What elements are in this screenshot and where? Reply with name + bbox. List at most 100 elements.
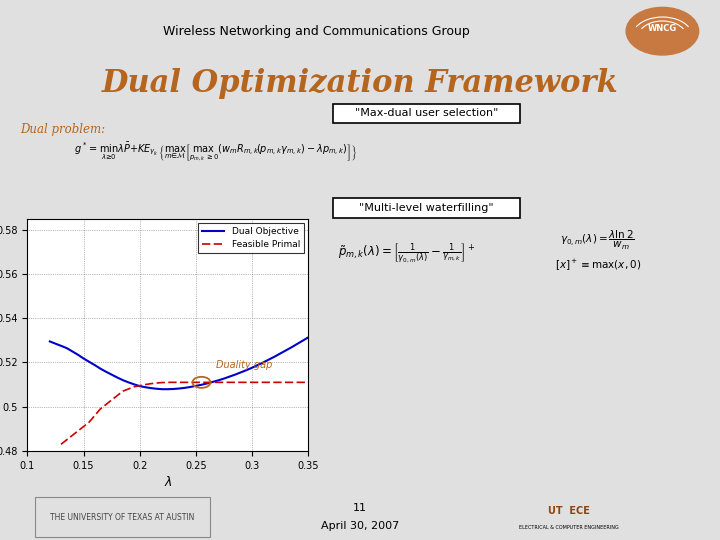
Dual Objective [113, 374, 122, 381]
Dual Objective [147, 385, 156, 392]
Feasible Primal [225, 379, 234, 386]
Feasible Primal [236, 379, 245, 386]
Text: $\gamma_{0,m}(\lambda) = \dfrac{\lambda \ln 2}{w_m}$: $\gamma_{0,m}(\lambda) = \dfrac{\lambda … [560, 229, 635, 252]
Feasible Primal [124, 386, 132, 392]
Dual Objective [107, 372, 116, 378]
Feasible Primal [276, 379, 284, 386]
Text: 11: 11 [353, 503, 367, 513]
Text: $\tilde{p}_{m,k}(\lambda) = \left[\frac{1}{\gamma_{0,m}(\lambda)} - \frac{1}{\ga: $\tilde{p}_{m,k}(\lambda) = \left[\frac{… [338, 242, 475, 266]
Dual Objective [169, 386, 178, 392]
Feasible Primal [130, 383, 138, 390]
Feasible Primal [96, 406, 104, 412]
Feasible Primal [186, 379, 194, 386]
Dual Objective [180, 384, 189, 391]
Feasible Primal [292, 379, 301, 386]
Dual Objective [141, 384, 150, 390]
X-axis label: λ: λ [164, 476, 171, 489]
Dual Objective [175, 386, 184, 392]
Text: "Max-dual user selection": "Max-dual user selection" [355, 109, 498, 118]
Feasible Primal [91, 412, 99, 418]
Dual Objective [152, 386, 161, 392]
Legend: Dual Objective, Feasible Primal: Dual Objective, Feasible Primal [198, 223, 304, 253]
Feasible Primal [141, 381, 150, 388]
Dual Objective [298, 338, 307, 344]
Text: "Multi-level waterfilling": "Multi-level waterfilling" [359, 203, 494, 213]
Dual Objective [96, 366, 104, 372]
Dual Objective [51, 340, 60, 347]
Feasible Primal [175, 379, 184, 386]
Feasible Primal [135, 382, 144, 389]
Text: WNCG: WNCG [648, 24, 677, 33]
Dual Objective [186, 384, 194, 390]
Dual Objective [264, 356, 273, 363]
Feasible Primal [180, 379, 189, 386]
Dual Objective [236, 369, 245, 376]
Dual Objective [68, 348, 76, 355]
Feasible Primal [242, 379, 251, 386]
Dual Objective [304, 334, 312, 341]
Feasible Primal [119, 388, 127, 394]
Feasible Primal [270, 379, 279, 386]
Feasible Primal [208, 379, 217, 386]
FancyBboxPatch shape [333, 104, 520, 123]
Dual Objective [248, 364, 256, 371]
Feasible Primal [298, 379, 307, 386]
Feasible Primal [282, 379, 290, 386]
Dual Objective [85, 359, 94, 365]
Dual Objective [130, 381, 138, 388]
Feasible Primal [231, 379, 240, 386]
Dual Objective [57, 342, 66, 349]
Feasible Primal [152, 380, 161, 386]
Feasible Primal [68, 432, 76, 438]
Text: ELECTRICAL & COMPUTER ENGINEERING: ELECTRICAL & COMPUTER ENGINEERING [519, 525, 618, 530]
Feasible Primal [253, 379, 262, 386]
Text: Duality gap: Duality gap [216, 360, 272, 370]
FancyBboxPatch shape [333, 198, 520, 218]
Feasible Primal [57, 441, 66, 448]
Feasible Primal [169, 379, 178, 386]
Feasible Primal [287, 379, 296, 386]
Feasible Primal [192, 379, 200, 386]
Feasible Primal [63, 437, 71, 443]
Feasible Primal [102, 401, 110, 408]
Feasible Primal [158, 379, 166, 386]
Text: $g^* = \min_{\lambda \geq 0} \lambda\bar{P} + KE_{\gamma_k} \left\{ \max_{m \in : $g^* = \min_{\lambda \geq 0} \lambda\bar… [74, 140, 358, 163]
Dual Objective [79, 355, 88, 362]
Dual Objective [158, 386, 166, 393]
Dual Objective [102, 368, 110, 375]
Dual Objective [242, 367, 251, 374]
Text: Dual problem:: Dual problem: [20, 123, 105, 136]
Dual Objective [91, 362, 99, 368]
Feasible Primal [197, 379, 206, 386]
Dual Objective [276, 350, 284, 357]
Feasible Primal [259, 379, 268, 386]
Feasible Primal [147, 381, 156, 387]
Dual Objective [225, 373, 234, 380]
Feasible Primal [113, 393, 122, 399]
Dual Objective [220, 375, 228, 382]
Dual Objective [208, 379, 217, 385]
Text: UT  ECE: UT ECE [548, 506, 590, 516]
Dual Objective [282, 347, 290, 354]
Feasible Primal [264, 379, 273, 386]
Feasible Primal [214, 379, 222, 386]
Dual Objective [45, 338, 54, 345]
Dual Objective [253, 362, 262, 368]
Dual Objective [231, 372, 240, 378]
Dual Objective [287, 344, 296, 350]
Dual Objective [203, 380, 212, 387]
Dual Objective [135, 383, 144, 389]
Feasible Primal [248, 379, 256, 386]
Text: Wireless Networking and Communications Group: Wireless Networking and Communications G… [163, 25, 470, 38]
Dual Objective [63, 345, 71, 352]
Dual Objective [163, 386, 172, 393]
Dual Objective [259, 359, 268, 366]
Text: THE UNIVERSITY OF TEXAS AT AUSTIN: THE UNIVERSITY OF TEXAS AT AUSTIN [50, 512, 194, 522]
Feasible Primal [107, 397, 116, 403]
Dual Objective [192, 383, 200, 389]
Dual Objective [119, 377, 127, 383]
Text: April 30, 2007: April 30, 2007 [321, 521, 399, 531]
Feasible Primal [203, 379, 212, 386]
Circle shape [626, 8, 698, 55]
Dual Objective [292, 341, 301, 347]
